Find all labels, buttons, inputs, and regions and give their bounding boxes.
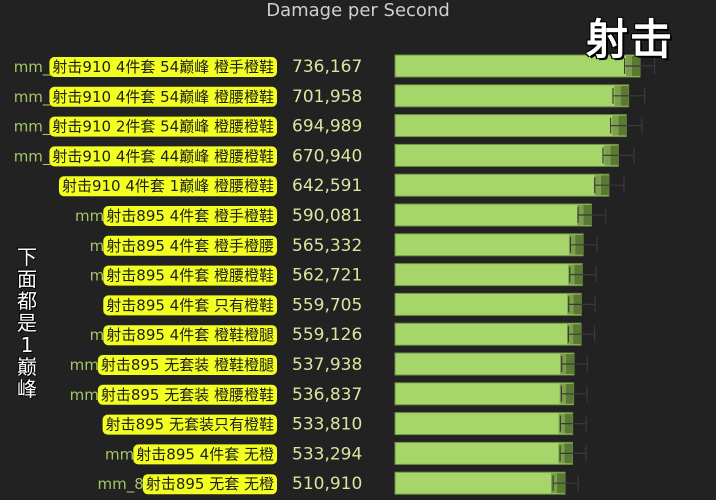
bar [394,412,574,436]
bar [394,382,575,406]
category-label: 射击895 4件套 橙手橙腰 [106,237,274,255]
category-label: 射击895 4件套 橙手橙鞋 [106,207,274,225]
bar [394,471,566,495]
value-label: 559,705 [292,295,362,315]
bar [394,352,575,376]
value-label: 510,910 [292,474,362,494]
label-prefix: mm_ [14,88,51,107]
label-highlight [49,146,277,167]
bar [394,203,592,227]
label-highlight [103,265,277,286]
category-label: 射击895 4件套 只有橙鞋 [106,296,274,314]
label-prefix: mm_ [14,118,51,137]
label-prefix: m [90,237,105,255]
label-highlight [49,57,277,77]
value-label: 537,938 [292,355,362,375]
category-label: 射击895 无套装 橙腰橙鞋 [101,386,274,404]
category-label: 射击910 2件套 54巅峰 橙腰橙鞋 [52,118,274,136]
bar [394,263,583,287]
label-prefix: mm_ [14,58,51,77]
value-label: 701,958 [292,87,362,107]
category-label: 射击910 4件套 54巅峰 橙腰橙鞋 [52,88,274,106]
value-label: 562,721 [292,266,362,286]
category-label: 射击910 4件套 54巅峰 橙手橙鞋 [52,58,274,76]
value-label: 642,591 [292,176,362,196]
bar [394,114,627,138]
bar [394,322,582,346]
value-label: 536,837 [292,385,362,405]
label-prefix: mm_8 [98,475,144,494]
label-highlight [97,384,277,405]
bar [394,84,630,108]
category-label: 射击910 4件套 1巅峰 橙腰橙鞋 [62,177,274,195]
label-highlight [49,116,277,137]
label-highlight [58,176,277,197]
label-highlight [97,355,277,375]
label-prefix: mm_ [14,147,51,166]
value-label: 533,294 [292,444,362,464]
category-label: 射击895 无套装只有橙鞋 [106,416,274,434]
label-highlight [103,325,277,346]
label-highlight [142,474,277,495]
side-note: 下面都是1巅峰 [17,245,37,401]
category-label: 射击895 无套 无橙 [146,475,274,493]
label-highlight [49,86,277,107]
bar [394,143,619,167]
category-label: 射击895 4件套 无橙 [136,445,274,463]
value-label: 736,167 [292,57,362,77]
label-highlight [102,414,277,435]
value-label: 533,810 [292,415,362,435]
category-label: 射击895 4件套 橙腰橙鞋 [106,267,274,285]
label-highlight [103,235,277,256]
corner-label: 射击 [585,15,674,64]
value-label: 694,989 [292,117,362,137]
category-label: 射击910 4件套 44巅峰 橙腰橙鞋 [52,147,274,165]
label-highlight [103,295,277,316]
label-prefix: mm [70,356,99,374]
bar [394,292,582,316]
value-label: 565,332 [292,236,362,256]
label-prefix: mm [70,386,99,404]
value-label: 590,081 [292,206,362,226]
label-prefix: mm [105,445,134,463]
label-highlight [133,444,277,465]
label-prefix: mm [75,207,104,225]
bar [394,233,584,257]
label-prefix: m [90,267,105,285]
value-label: 559,126 [292,325,362,345]
bar [394,173,610,197]
category-label: 射击895 无套装 橙鞋橙腿 [101,356,274,374]
chart-title: Damage per Second [266,0,450,21]
category-label: 射击895 4件套 橙鞋橙腿 [106,326,274,344]
value-label: 670,940 [292,146,362,166]
bar [394,441,573,465]
label-highlight [103,206,277,226]
label-prefix: m [90,326,105,344]
